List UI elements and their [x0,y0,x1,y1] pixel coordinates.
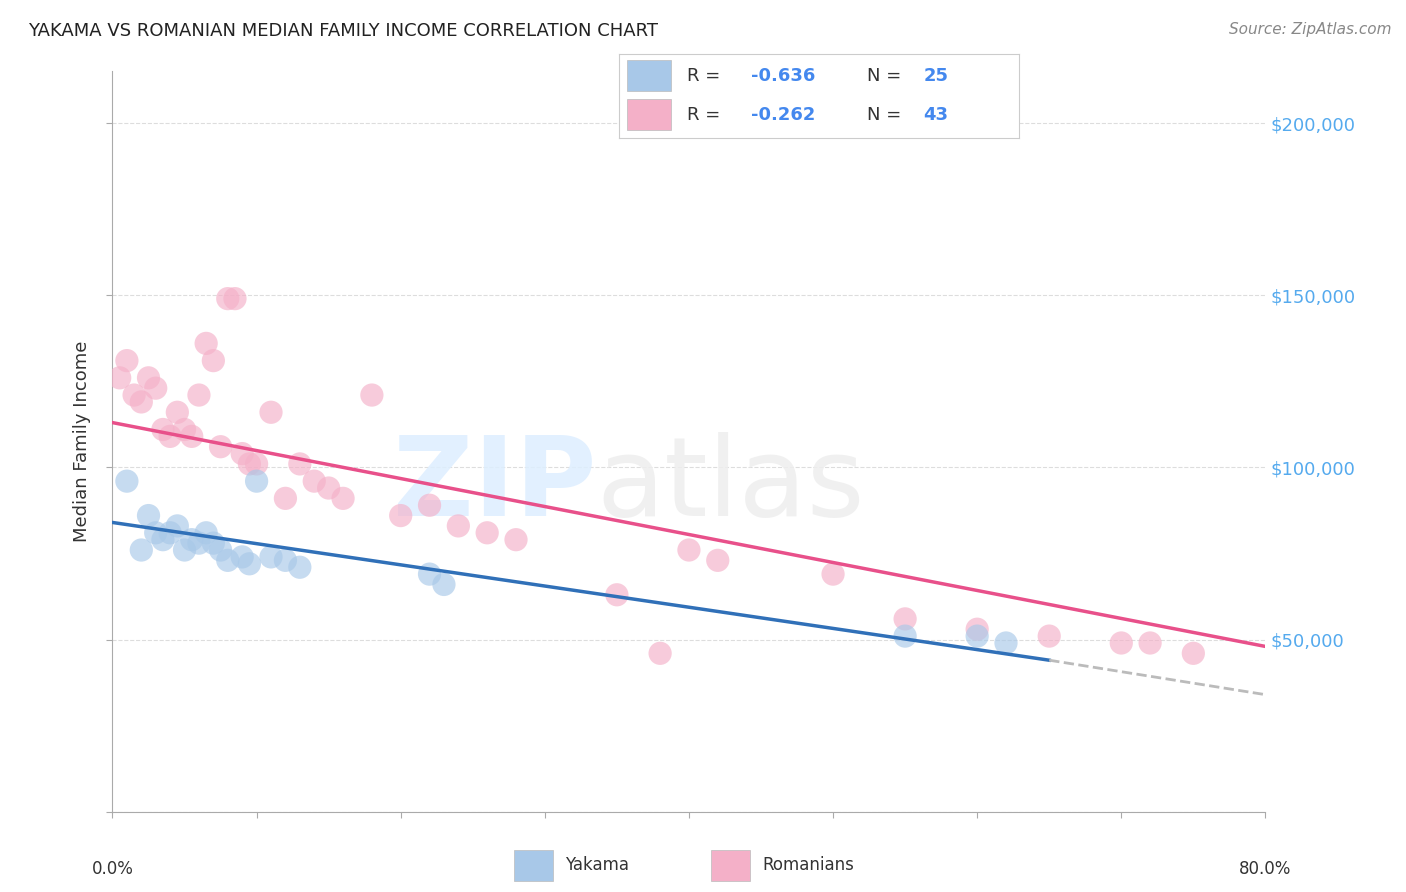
Point [318,481,340,495]
Point [108,371,131,385]
Point [505,533,527,547]
Point [304,474,326,488]
Point [138,508,160,523]
Point [706,553,728,567]
Text: Yakama: Yakama [565,856,630,874]
Point [202,536,225,550]
Point [129,543,153,558]
Point [159,525,181,540]
Point [894,612,917,626]
Point [966,629,988,643]
Point [217,292,239,306]
Text: 25: 25 [924,67,948,85]
Point [238,457,260,471]
Text: R =: R = [686,105,725,123]
Text: Source: ZipAtlas.com: Source: ZipAtlas.com [1229,22,1392,37]
Point [152,422,174,436]
Text: N =: N = [868,105,907,123]
Point [145,381,167,395]
Point [195,336,218,351]
Point [389,508,412,523]
Point [1182,646,1205,660]
FancyBboxPatch shape [627,61,671,91]
Point [274,491,297,506]
Point [995,636,1018,650]
Point [115,353,138,368]
Point [115,474,138,488]
Point [159,429,181,443]
Point [173,422,195,436]
Point [288,457,311,471]
Point [188,536,211,550]
Point [122,388,145,402]
Point [433,577,456,591]
Text: R =: R = [686,67,725,85]
Point [138,371,160,385]
FancyBboxPatch shape [711,849,751,881]
FancyBboxPatch shape [515,849,554,881]
Point [894,629,917,643]
Point [1139,636,1161,650]
Text: 0.0%: 0.0% [91,860,134,878]
Point [129,395,153,409]
Text: YAKAMA VS ROMANIAN MEDIAN FAMILY INCOME CORRELATION CHART: YAKAMA VS ROMANIAN MEDIAN FAMILY INCOME … [28,22,658,40]
Point [152,533,174,547]
Point [145,525,167,540]
Point [1111,636,1133,650]
Point [188,388,211,402]
Point [166,405,188,419]
Point [173,543,195,558]
Point [180,533,202,547]
Point [966,622,988,636]
FancyBboxPatch shape [627,99,671,130]
Text: ZIP: ZIP [394,433,596,540]
Point [209,440,232,454]
Point [202,353,225,368]
Point [419,498,441,512]
Point [678,543,700,558]
Point [166,519,188,533]
Point [260,405,283,419]
Point [195,525,218,540]
Text: 43: 43 [924,105,948,123]
Point [360,388,382,402]
Point [231,549,253,564]
Point [606,588,628,602]
Point [245,474,267,488]
Point [231,447,253,461]
Text: atlas: atlas [596,433,865,540]
Y-axis label: Median Family Income: Median Family Income [73,341,91,542]
Point [419,567,441,582]
Point [245,457,267,471]
Text: N =: N = [868,67,907,85]
Text: 80.0%: 80.0% [1239,860,1292,878]
Point [180,429,202,443]
Point [475,525,498,540]
Point [1038,629,1060,643]
Text: Romanians: Romanians [762,856,853,874]
Point [648,646,672,660]
Text: -0.262: -0.262 [751,105,815,123]
Point [217,553,239,567]
Point [332,491,354,506]
Point [821,567,844,582]
Point [288,560,311,574]
Point [224,292,246,306]
Point [447,519,470,533]
Text: -0.636: -0.636 [751,67,815,85]
Point [260,549,283,564]
Point [209,543,232,558]
Point [238,557,260,571]
Point [274,553,297,567]
